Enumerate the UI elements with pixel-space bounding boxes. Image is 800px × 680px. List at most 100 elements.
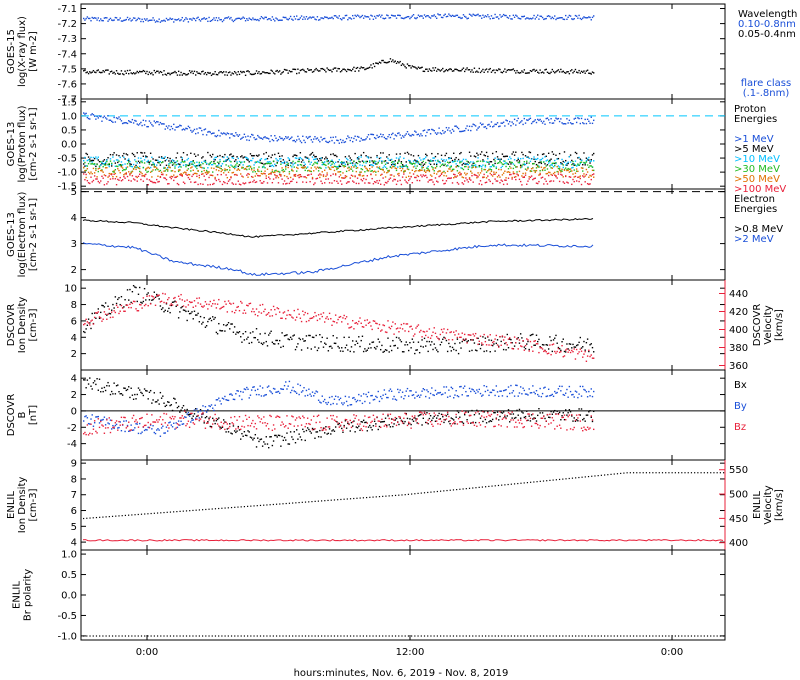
data-point <box>277 343 280 345</box>
data-point <box>272 440 275 442</box>
data-point <box>377 327 379 330</box>
data-point <box>401 164 404 166</box>
data-point <box>546 71 549 74</box>
data-point <box>300 158 303 160</box>
data-point <box>253 336 255 339</box>
data-point <box>579 72 582 74</box>
data-point <box>399 156 401 158</box>
data-point <box>208 417 210 419</box>
data-point <box>518 17 521 20</box>
data-point <box>560 118 562 120</box>
data-point <box>110 70 113 72</box>
data-point <box>225 431 227 433</box>
data-point <box>417 324 420 326</box>
data-point <box>252 73 254 76</box>
data-point <box>406 166 409 169</box>
data-point <box>512 167 515 170</box>
data-point <box>496 16 499 18</box>
data-point <box>522 71 524 73</box>
data-point <box>283 311 286 313</box>
data-point <box>485 344 488 346</box>
data-point <box>349 157 351 159</box>
data-point <box>404 420 406 423</box>
data-point <box>281 167 283 169</box>
data-point <box>168 125 170 127</box>
data-point <box>526 169 528 171</box>
data-point <box>324 169 326 171</box>
data-point <box>415 67 417 69</box>
data-point <box>241 161 243 163</box>
data-point <box>123 306 125 308</box>
data-point <box>184 409 186 411</box>
data-point <box>484 155 487 157</box>
data-point <box>501 180 504 182</box>
data-point <box>159 435 162 437</box>
data-point <box>104 424 107 426</box>
data-point <box>474 125 477 127</box>
data-point <box>499 182 501 184</box>
data-point <box>252 439 254 441</box>
data-point <box>521 345 523 348</box>
data-point <box>102 163 104 165</box>
data-point <box>249 136 252 138</box>
data-point <box>226 428 229 430</box>
data-point <box>422 346 424 348</box>
data-point <box>482 164 484 166</box>
data-point <box>521 411 523 413</box>
data-point <box>259 385 261 387</box>
data-point <box>297 160 299 163</box>
data-point <box>287 157 289 159</box>
data-point <box>315 168 317 170</box>
data-point <box>476 160 478 163</box>
data-point <box>175 126 177 128</box>
data-point <box>575 71 578 73</box>
data-point <box>146 390 148 392</box>
data-point <box>345 344 348 346</box>
data-point <box>278 155 281 158</box>
data-point <box>510 338 512 341</box>
data-point <box>146 125 148 128</box>
data-point <box>377 167 379 169</box>
data-point <box>370 426 372 429</box>
data-point <box>319 173 321 175</box>
data-point <box>272 160 275 162</box>
data-point <box>311 141 314 143</box>
data-point <box>415 349 417 351</box>
data-point <box>216 155 219 158</box>
data-point <box>454 160 456 162</box>
data-point <box>171 161 174 164</box>
data-point <box>541 16 544 19</box>
data-point <box>180 19 182 21</box>
data-point <box>233 135 236 137</box>
data-point <box>308 334 310 337</box>
data-point <box>221 397 224 399</box>
data-point <box>411 163 414 165</box>
data-point <box>176 19 179 21</box>
data-point <box>474 156 477 158</box>
data-point <box>339 71 342 73</box>
data-point <box>589 344 591 346</box>
data-point <box>551 151 554 153</box>
data-point <box>547 160 550 163</box>
data-point <box>522 340 524 342</box>
data-point <box>451 70 454 72</box>
data-point <box>518 408 521 411</box>
data-point <box>109 71 112 73</box>
data-point <box>484 69 487 71</box>
data-point <box>96 312 98 314</box>
data-point <box>460 336 462 339</box>
data-point <box>566 169 568 172</box>
data-point <box>156 295 158 297</box>
data-point <box>138 165 141 168</box>
data-point <box>519 18 522 20</box>
data-point <box>128 19 130 21</box>
y-axis-label-line: DSCOVR <box>6 304 17 347</box>
data-point <box>258 166 260 168</box>
data-point <box>322 68 325 71</box>
data-point <box>378 135 381 138</box>
data-point <box>311 164 314 167</box>
data-point <box>490 420 493 423</box>
data-point <box>405 133 407 135</box>
data-point <box>202 70 204 72</box>
data-point <box>230 16 232 19</box>
